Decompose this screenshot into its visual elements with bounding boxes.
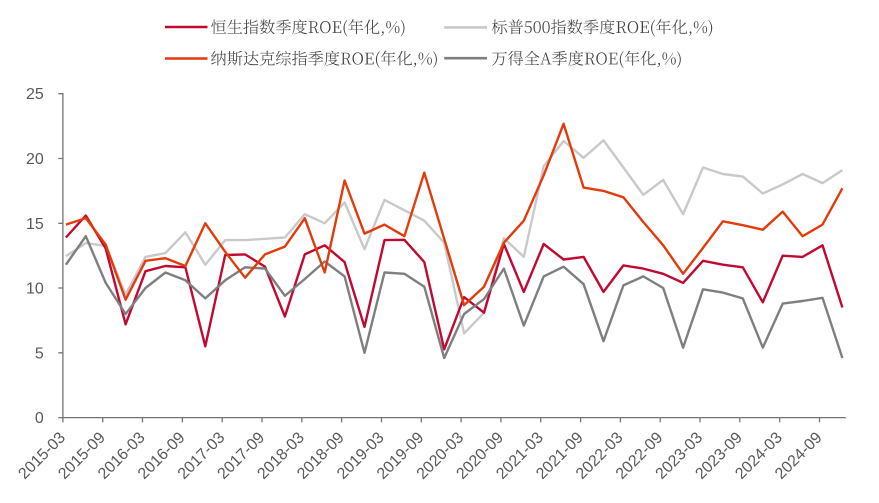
svg-text:10: 10 [26,281,44,298]
svg-text:25: 25 [26,86,44,103]
svg-text:15: 15 [26,216,44,233]
svg-text:0: 0 [35,410,44,427]
svg-text:5: 5 [35,345,44,362]
svg-text:20: 20 [26,151,44,168]
